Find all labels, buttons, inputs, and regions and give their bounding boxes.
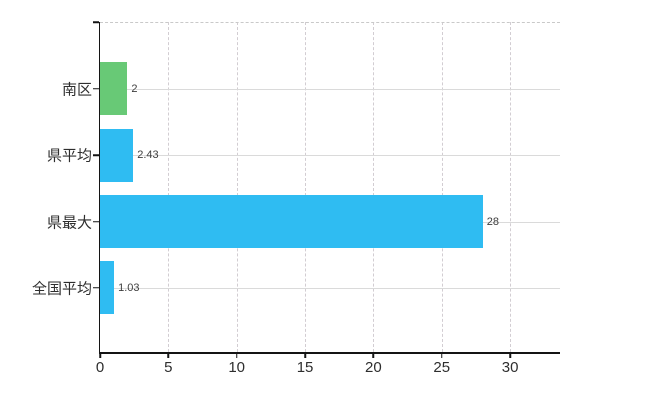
y-axis-tick [92, 220, 99, 223]
x-tick-label: 25 [433, 359, 451, 376]
gridline-vertical [441, 22, 443, 352]
y-axis-tick [92, 286, 99, 289]
bar [100, 195, 483, 248]
x-axis-line [98, 352, 560, 354]
gridline-vertical [168, 22, 170, 352]
gridline-vertical [373, 22, 375, 352]
bar [100, 62, 128, 115]
y-axis-tick [92, 154, 99, 156]
x-axis-tick [509, 352, 511, 358]
gridline-horizontal [100, 88, 560, 90]
gridline-vertical [236, 22, 238, 352]
x-tick-label: 5 [164, 359, 173, 376]
gridline-horizontal [100, 155, 560, 156]
bar-value-label: 1.03 [118, 281, 140, 294]
bar [100, 128, 134, 182]
x-tick-label: 20 [365, 359, 382, 376]
x-axis-tick [99, 352, 101, 358]
x-axis-tick [304, 352, 306, 358]
category-label: 全国平均 [31, 280, 92, 297]
x-axis-tick [372, 352, 375, 358]
bar-value-label: 2.43 [137, 149, 159, 161]
category-label: 県最大 [46, 214, 92, 231]
x-tick-label: 0 [95, 359, 105, 376]
plot-top-border [100, 22, 560, 23]
y-axis-line [98, 22, 100, 352]
bar-value-label: 28 [486, 215, 499, 228]
bar-value-label: 2 [131, 82, 138, 95]
x-tick-label: 10 [228, 359, 246, 376]
x-axis-tick [167, 352, 170, 358]
bar [100, 261, 115, 314]
category-label: 県平均 [46, 147, 92, 165]
category-label: 南区 [61, 81, 92, 98]
y-axis-tick [92, 21, 99, 23]
gridline-vertical [305, 22, 307, 352]
gridline-horizontal [100, 287, 560, 289]
x-axis-tick [235, 352, 238, 358]
x-tick-label: 30 [501, 359, 519, 376]
gridline-vertical [510, 22, 512, 352]
y-axis-tick [92, 87, 99, 90]
x-tick-label: 15 [296, 359, 314, 376]
x-axis-tick [441, 352, 443, 358]
